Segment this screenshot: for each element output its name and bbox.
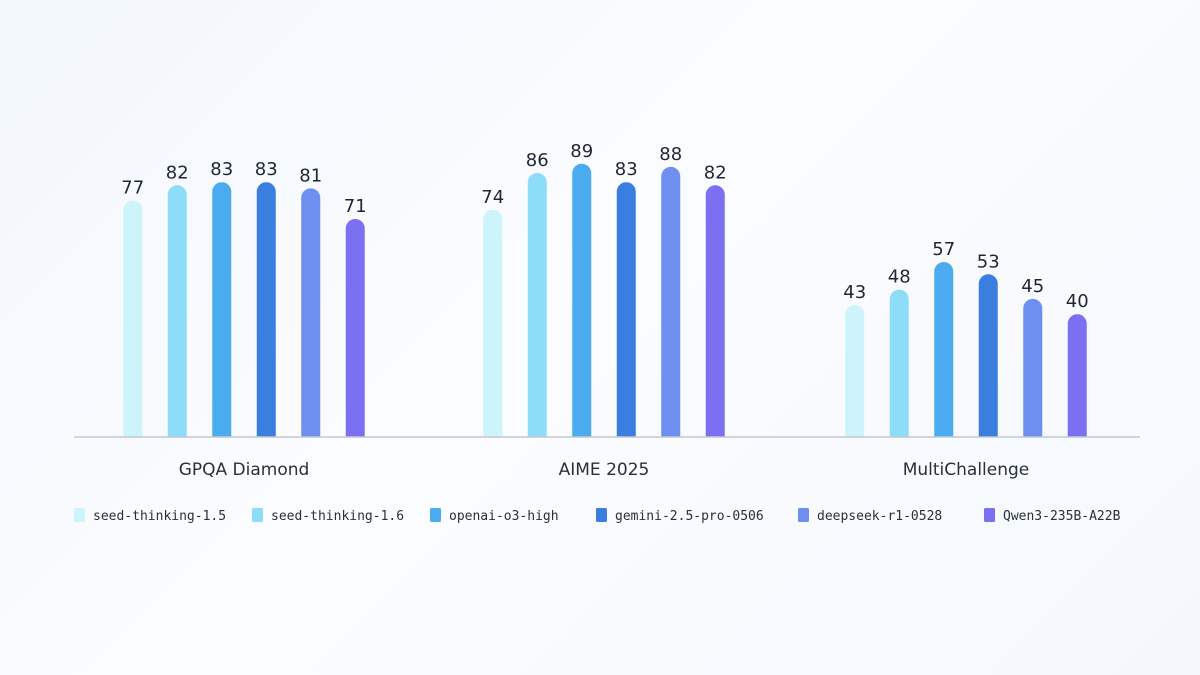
value-label-gpqa-diamond-deepseek-r1-0528: 81 <box>299 165 322 186</box>
legend-label-gemini-2-5-pro-0506: gemini-2.5-pro-0506 <box>615 509 764 524</box>
bar-aime-2025-seed-thinking-1-6 <box>527 172 547 437</box>
category-label-gpqa-diamond: GPQA Diamond <box>179 460 310 480</box>
legend-item-qwen3-235b-a22b: Qwen3-235B-A22B <box>984 508 1121 524</box>
value-label-multichallenge-seed-thinking-1-6: 48 <box>888 267 911 288</box>
bar-multichallenge-qwen3-235b-a22b <box>1067 314 1087 437</box>
bar-gpqa-diamond-seed-thinking-1-6 <box>167 185 187 437</box>
bar-multichallenge-gemini-2-5-pro-0506 <box>978 274 998 437</box>
legend-swatch-gemini-2-5-pro-0506 <box>596 508 607 522</box>
legend-swatch-seed-thinking-1-6 <box>252 508 263 522</box>
bar-aime-2025-deepseek-r1-0528 <box>661 166 681 437</box>
bar-multichallenge-seed-thinking-1-6 <box>889 289 909 437</box>
legend: seed-thinking-1.5 seed-thinking-1.6 openai… <box>74 508 1121 524</box>
bar-gpqa-diamond-gemini-2-5-pro-0506 <box>256 182 276 437</box>
value-label-multichallenge-deepseek-r1-0528: 45 <box>1021 276 1044 297</box>
legend-item-openai-o3-high: openai-o3-high <box>430 508 559 524</box>
value-label-gpqa-diamond-seed-thinking-1-6: 82 <box>166 162 189 183</box>
value-label-gpqa-diamond-gemini-2-5-pro-0506: 83 <box>255 159 278 180</box>
legend-item-deepseek-r1-0528: deepseek-r1-0528 <box>798 508 942 524</box>
bar-aime-2025-gemini-2-5-pro-0506 <box>616 182 636 437</box>
legend-swatch-openai-o3-high <box>430 508 441 522</box>
value-label-gpqa-diamond-seed-thinking-1-5: 77 <box>121 178 144 199</box>
category-label-multichallenge: MultiChallenge <box>903 460 1030 480</box>
bar-multichallenge-openai-o3-high <box>934 262 954 437</box>
legend-item-seed-thinking-1-6: seed-thinking-1.6 <box>252 508 404 524</box>
value-label-aime-2025-seed-thinking-1-5: 74 <box>481 187 504 208</box>
value-label-multichallenge-gemini-2-5-pro-0506: 53 <box>977 251 1000 272</box>
legend-item-gemini-2-5-pro-0506: gemini-2.5-pro-0506 <box>596 508 764 524</box>
value-label-multichallenge-seed-thinking-1-5: 43 <box>843 282 866 303</box>
legend-swatch-seed-thinking-1-5 <box>74 508 85 522</box>
value-label-aime-2025-gemini-2-5-pro-0506: 83 <box>615 159 638 180</box>
legend-item-seed-thinking-1-5: seed-thinking-1.5 <box>74 508 226 524</box>
value-label-aime-2025-qwen3-235b-a22b: 82 <box>704 162 727 183</box>
legend-swatch-qwen3-235b-a22b <box>984 508 995 522</box>
value-label-gpqa-diamond-openai-o3-high: 83 <box>210 159 233 180</box>
value-label-multichallenge-openai-o3-high: 57 <box>932 239 955 260</box>
value-label-aime-2025-deepseek-r1-0528: 88 <box>659 144 682 165</box>
bar-gpqa-diamond-openai-o3-high <box>212 182 232 437</box>
bar-multichallenge-seed-thinking-1-5 <box>845 304 865 437</box>
legend-label-deepseek-r1-0528: deepseek-r1-0528 <box>817 509 942 524</box>
bar-gpqa-diamond-qwen3-235b-a22b <box>345 219 365 437</box>
value-labels-layer: 77 82 83 83 81 71 74 86 89 83 88 82 43 48 57 53 45 40 <box>121 141 1088 312</box>
bars-layer <box>123 163 1087 437</box>
category-labels-layer: GPQA Diamond AIME 2025 MultiChallenge <box>179 460 1030 480</box>
bar-gpqa-diamond-deepseek-r1-0528 <box>301 188 321 437</box>
legend-swatch-deepseek-r1-0528 <box>798 508 809 522</box>
legend-label-seed-thinking-1-6: seed-thinking-1.6 <box>271 509 404 524</box>
bar-aime-2025-qwen3-235b-a22b <box>705 185 725 437</box>
bar-multichallenge-deepseek-r1-0528 <box>1023 298 1043 437</box>
bar-gpqa-diamond-seed-thinking-1-5 <box>123 200 143 437</box>
bar-aime-2025-openai-o3-high <box>572 163 592 437</box>
bar-aime-2025-seed-thinking-1-5 <box>483 209 503 437</box>
legend-label-openai-o3-high: openai-o3-high <box>449 509 559 524</box>
value-label-aime-2025-openai-o3-high: 89 <box>570 141 593 162</box>
value-label-aime-2025-seed-thinking-1-6: 86 <box>526 150 549 171</box>
legend-label-seed-thinking-1-5: seed-thinking-1.5 <box>93 509 226 524</box>
value-label-gpqa-diamond-qwen3-235b-a22b: 71 <box>344 196 367 217</box>
legend-label-qwen3-235b-a22b: Qwen3-235B-A22B <box>1003 509 1121 524</box>
category-label-aime-2025: AIME 2025 <box>559 460 650 480</box>
value-label-multichallenge-qwen3-235b-a22b: 40 <box>1066 291 1089 312</box>
